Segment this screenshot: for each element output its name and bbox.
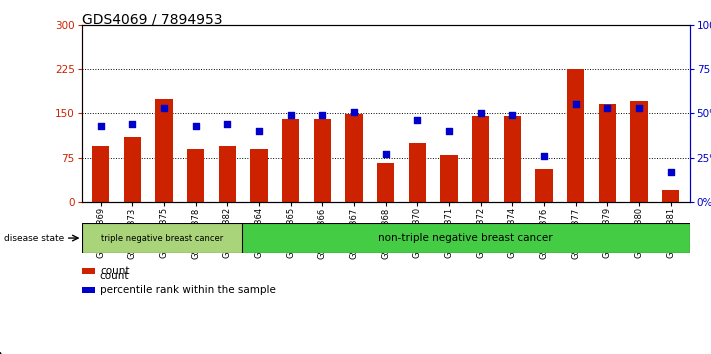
Point — [127, 121, 138, 127]
Point — [285, 112, 296, 118]
Bar — [567, 69, 584, 202]
Point — [665, 169, 676, 175]
Point — [222, 121, 233, 127]
Bar — [535, 169, 552, 202]
Bar — [409, 143, 426, 202]
Text: percentile rank within the sample: percentile rank within the sample — [100, 285, 276, 295]
Text: GDS4069 / 7894953: GDS4069 / 7894953 — [82, 12, 223, 27]
Point — [380, 151, 391, 157]
Point — [190, 123, 201, 129]
Point — [507, 112, 518, 118]
Point — [159, 105, 170, 111]
Point — [538, 153, 550, 159]
Point — [634, 105, 645, 111]
Point — [602, 105, 613, 111]
Point — [316, 112, 328, 118]
Text: count: count — [100, 266, 129, 276]
Bar — [314, 119, 331, 202]
Bar — [156, 98, 173, 202]
Point — [570, 102, 582, 107]
Point — [95, 123, 107, 129]
Point — [253, 128, 264, 134]
Point — [444, 128, 455, 134]
Bar — [472, 116, 489, 202]
Text: count: count — [100, 271, 129, 281]
Bar — [82, 223, 242, 253]
Bar — [599, 104, 616, 202]
Bar — [662, 190, 680, 202]
Bar — [124, 137, 141, 202]
Point — [348, 109, 360, 114]
Bar — [377, 164, 395, 202]
Bar — [92, 146, 109, 202]
Bar — [503, 116, 521, 202]
Bar — [82, 287, 95, 293]
Bar — [631, 102, 648, 202]
Bar — [346, 114, 363, 202]
Bar — [219, 146, 236, 202]
Point — [412, 118, 423, 123]
Text: triple negative breast cancer: triple negative breast cancer — [101, 234, 223, 242]
Text: disease state: disease state — [4, 234, 64, 242]
Text: non-triple negative breast cancer: non-triple negative breast cancer — [378, 233, 553, 243]
Point — [475, 110, 486, 116]
Bar — [440, 155, 458, 202]
Bar — [250, 149, 268, 202]
Bar — [82, 268, 95, 274]
Bar — [282, 119, 299, 202]
Bar — [242, 223, 690, 253]
Bar — [187, 149, 205, 202]
